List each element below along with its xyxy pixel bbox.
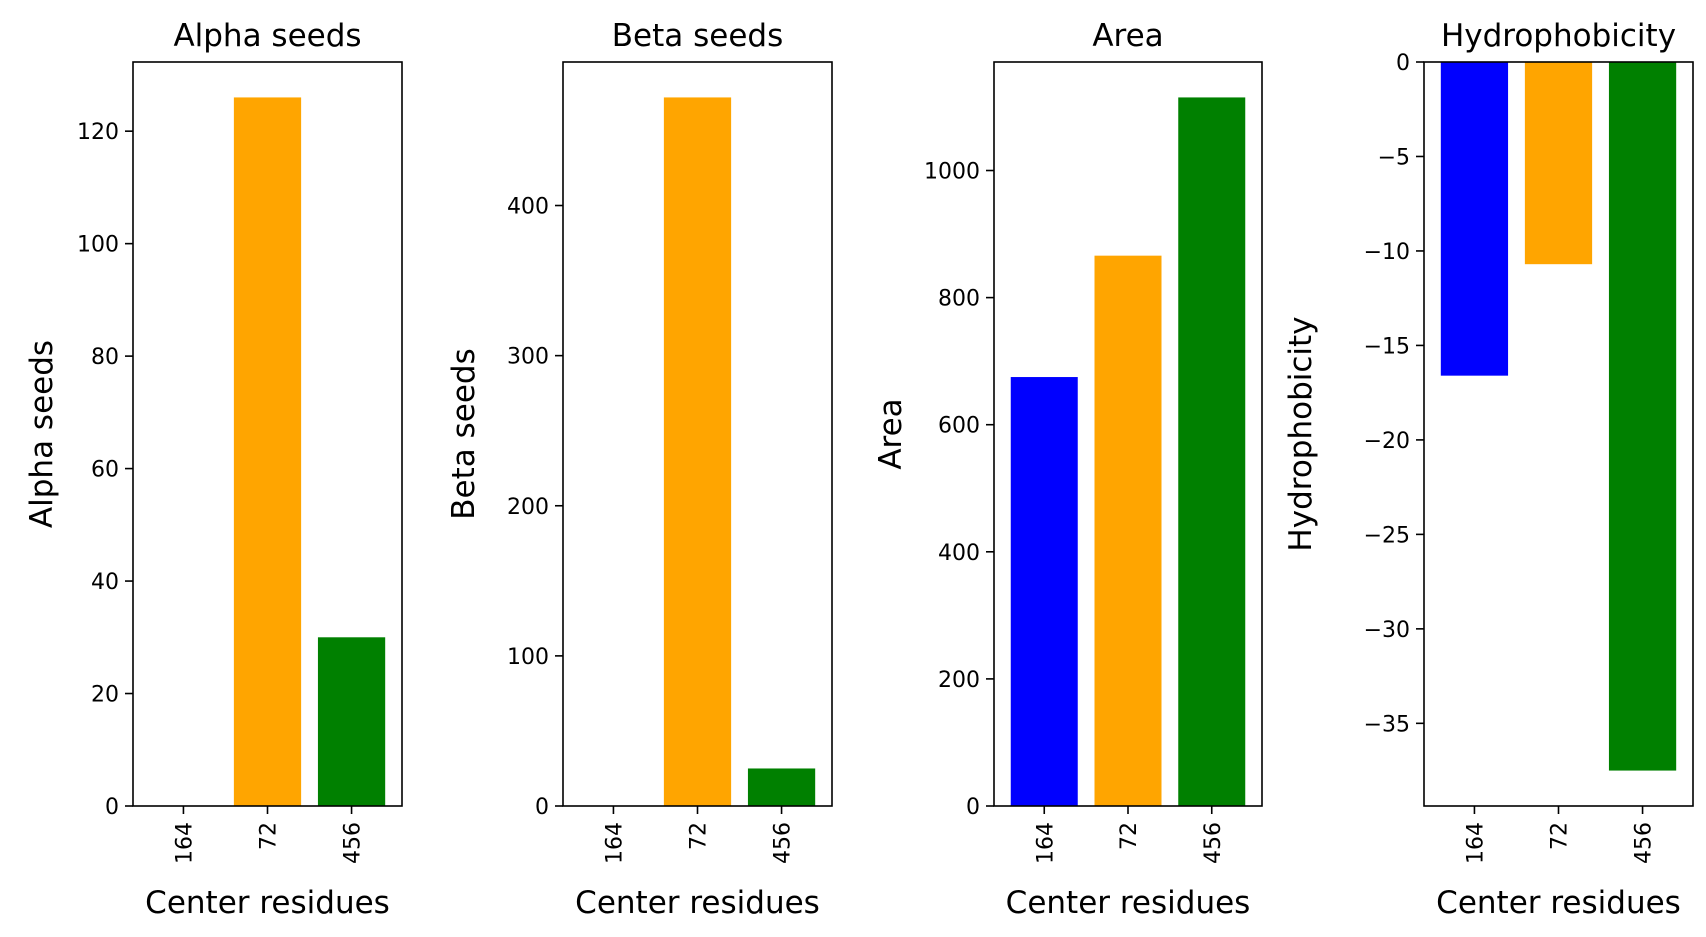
x-axis-label: Center residues <box>1436 885 1681 921</box>
chart-panel-3: 0 200 400 600 800 1000 164 72 456 Area Center resi… <box>873 18 1263 921</box>
y-tick-label: −10 <box>1364 240 1410 265</box>
x-tick-label: 456 <box>771 822 796 864</box>
bar-456 <box>317 637 386 806</box>
y-tick-label: −30 <box>1364 618 1410 643</box>
chart-title: Beta seeds <box>612 18 783 54</box>
y-tick-label: −15 <box>1364 334 1410 359</box>
x-tick-label: 72 <box>687 822 712 850</box>
y-tick-label: 1000 <box>924 160 980 185</box>
x-tick-label: 72 <box>1117 822 1142 850</box>
y-tick-label: 400 <box>507 195 549 220</box>
y-tick-label: 80 <box>91 345 119 370</box>
x-tick-label: 456 <box>1201 822 1226 864</box>
y-tick-label: 120 <box>77 120 119 145</box>
y-tick-label: −5 <box>1378 145 1410 170</box>
y-tick-label: 200 <box>938 668 980 693</box>
y-tick-label: 20 <box>91 683 119 708</box>
bar-72 <box>1524 62 1593 265</box>
bar-72 <box>233 97 302 806</box>
x-axis-label: Center residues <box>575 885 820 921</box>
chart-title: Hydrophobicity <box>1441 18 1676 54</box>
bar-72 <box>1094 255 1162 807</box>
y-tick-label: 0 <box>1396 51 1410 76</box>
x-tick-label: 164 <box>1463 822 1488 864</box>
x-tick-label: 456 <box>1632 822 1657 864</box>
y-tick-label: 0 <box>105 795 119 820</box>
y-tick-label: −20 <box>1364 429 1410 454</box>
y-tick-label: −25 <box>1364 523 1410 548</box>
y-axis-label: Alpha seeds <box>24 340 60 528</box>
y-axis-label: Area <box>873 398 909 469</box>
y-tick-label: 0 <box>966 795 980 820</box>
y-tick-label: 0 <box>535 795 549 820</box>
chart-title: Area <box>1092 18 1163 54</box>
bar-456 <box>1178 97 1246 806</box>
bar-456 <box>1608 62 1677 771</box>
x-axis-label: Center residues <box>145 885 390 921</box>
x-tick-label: 72 <box>1548 822 1573 850</box>
bar-164 <box>1010 377 1078 806</box>
y-tick-label: 800 <box>938 287 980 312</box>
chart-title: Alpha seeds <box>173 18 361 54</box>
chart-panel-1: 0 20 40 60 80 100 120 164 72 456 Alpha seeds Center… <box>24 18 403 921</box>
chart-panel-2: 0 100 200 300 400 164 72 456 Beta seeds Center re… <box>446 18 833 921</box>
x-tick-label: 456 <box>341 822 366 864</box>
y-tick-label: 400 <box>938 541 980 566</box>
y-tick-label: 200 <box>507 495 549 520</box>
bar-456 <box>747 768 816 806</box>
y-tick-label: 100 <box>77 233 119 258</box>
y-tick-label: −35 <box>1364 712 1410 737</box>
bar-164 <box>1440 62 1509 376</box>
y-tick-label: 60 <box>91 458 119 483</box>
x-axis-label: Center residues <box>1006 885 1251 921</box>
y-tick-label: 100 <box>507 645 549 670</box>
x-tick-label: 164 <box>172 822 197 864</box>
x-tick-label: 164 <box>1033 822 1058 864</box>
x-tick-label: 72 <box>257 822 282 850</box>
x-tick-label: 164 <box>602 822 627 864</box>
y-axis-label: Hydrophobicity <box>1283 316 1319 551</box>
y-axis-label: Beta seeds <box>446 348 482 519</box>
chart-panel-4: 0 −5 −10 −15 −20 −25 −30 −35 164 72 456 Hydrophobic… <box>1283 18 1694 921</box>
y-tick-label: 300 <box>507 345 549 370</box>
bar-72 <box>663 97 732 806</box>
y-tick-label: 40 <box>91 570 119 595</box>
y-tick-label: 600 <box>938 414 980 439</box>
